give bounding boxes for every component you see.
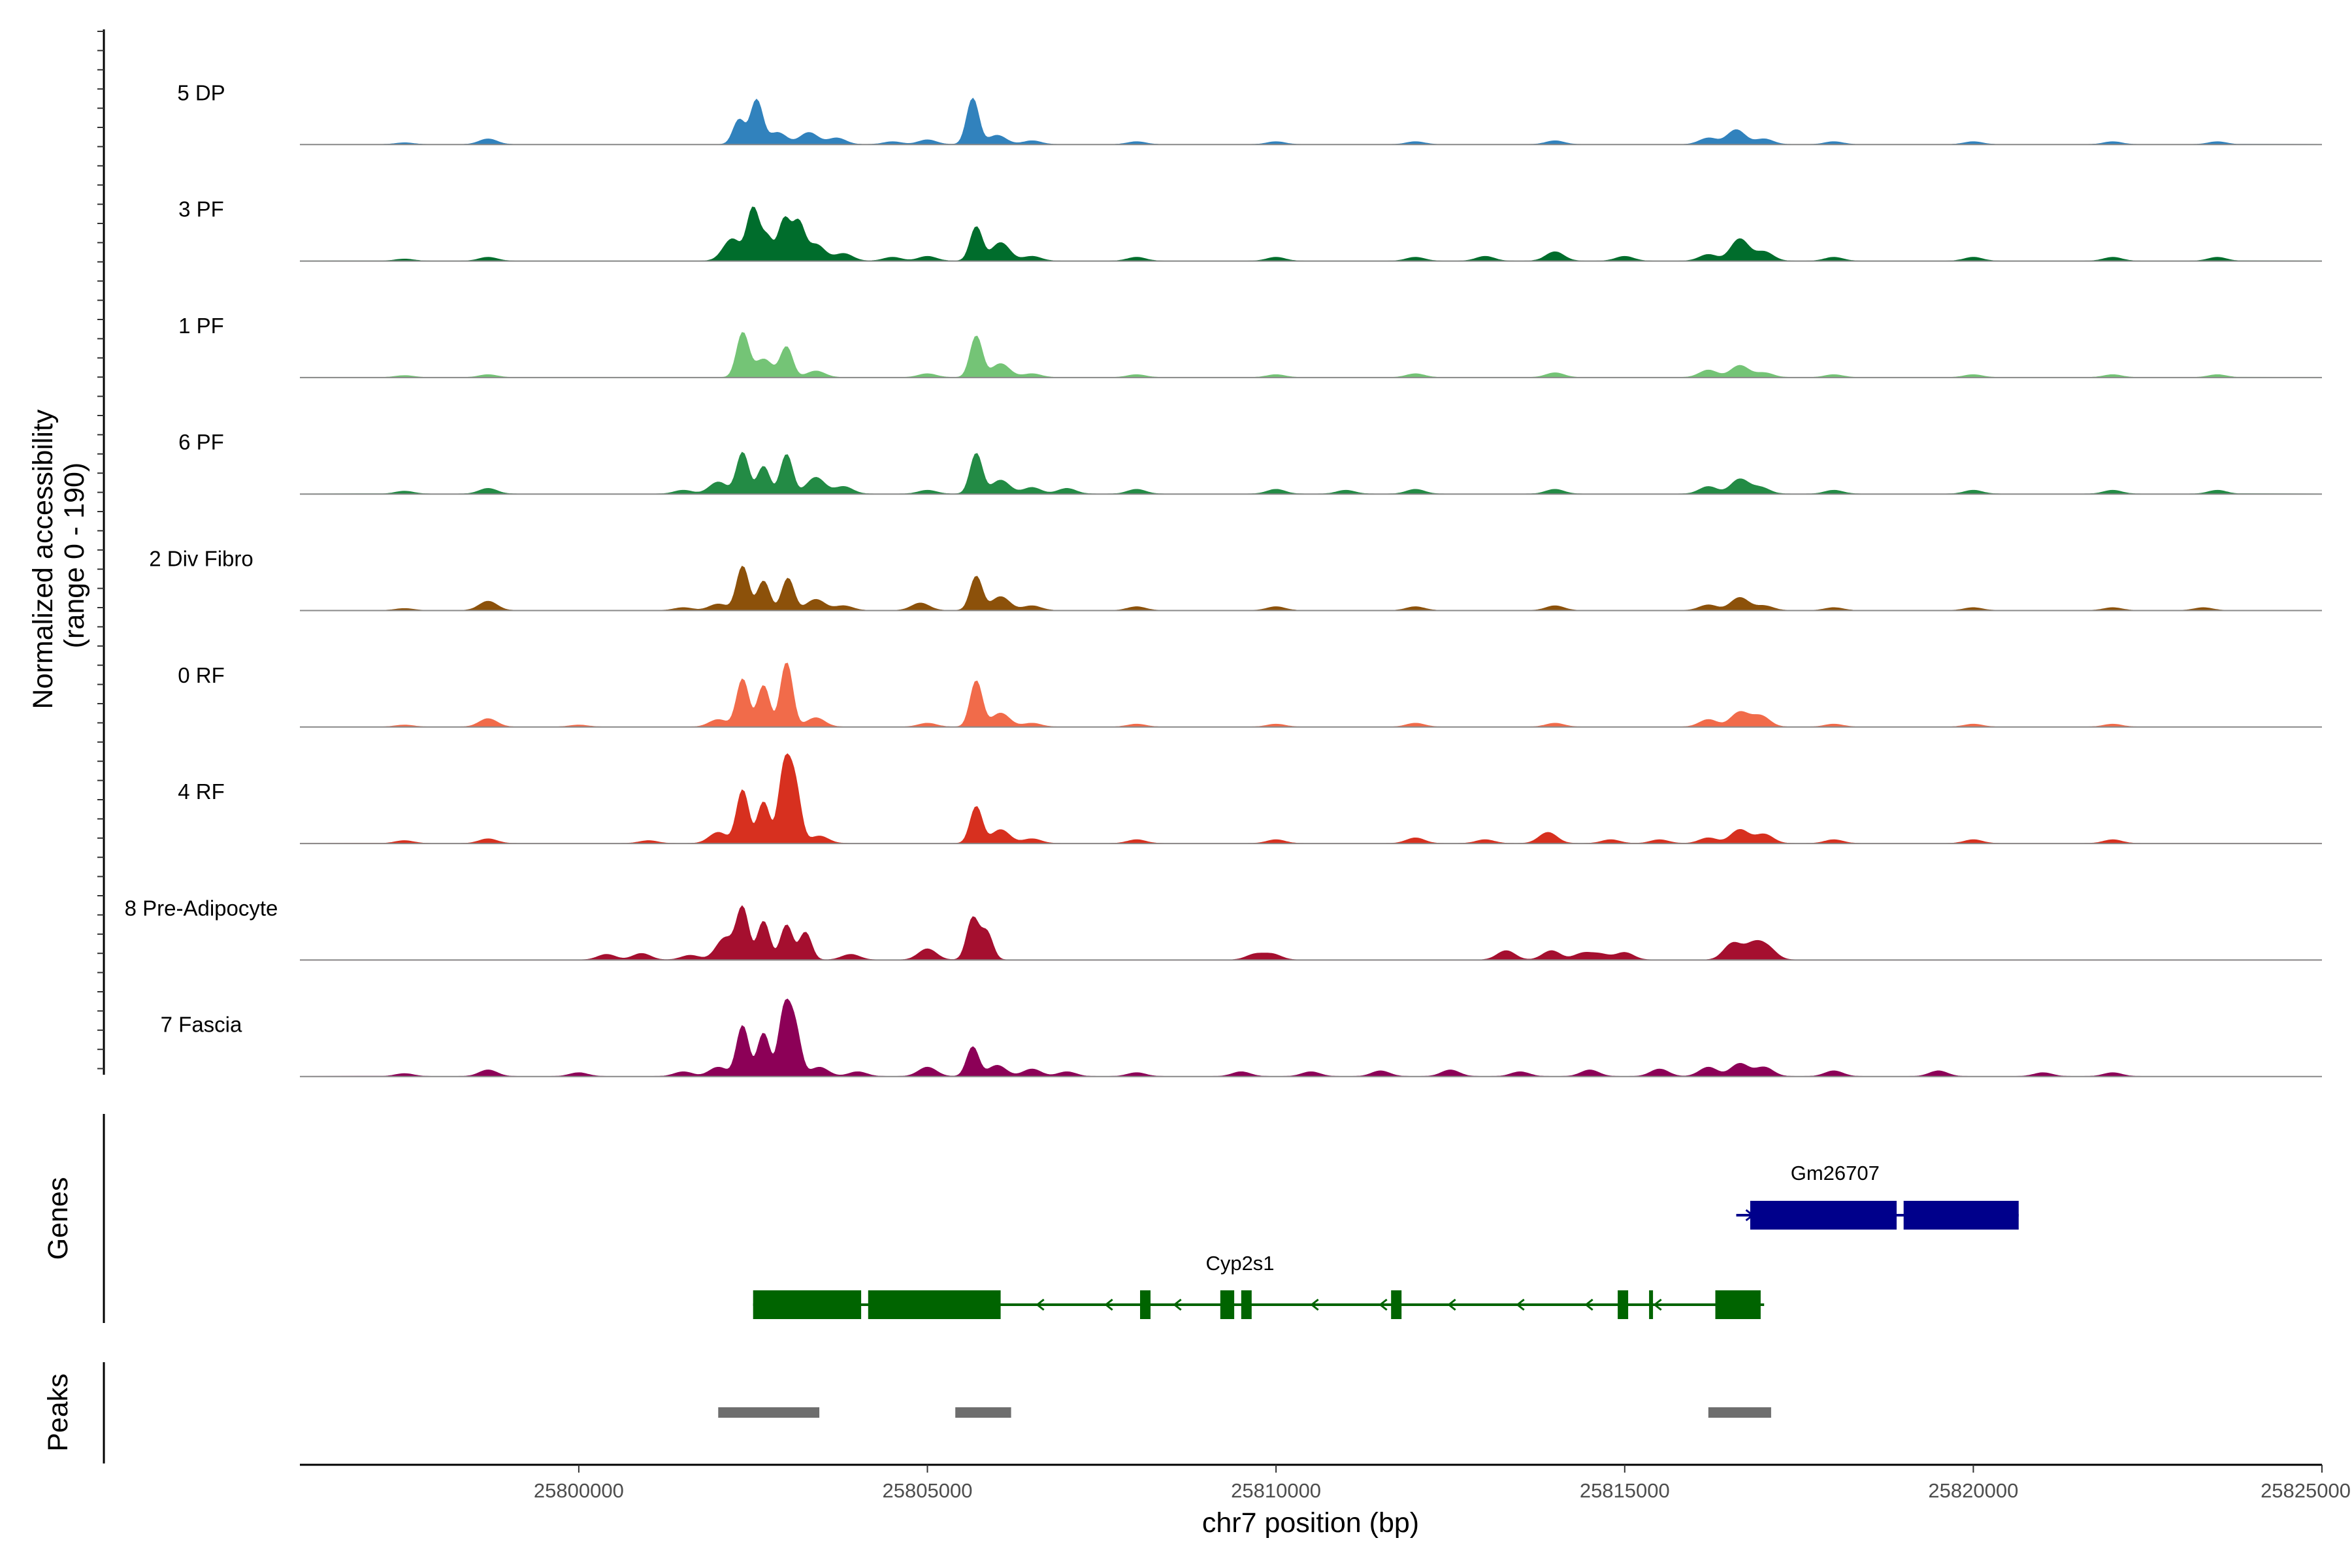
strand-arrow <box>1036 1298 1045 1311</box>
x-tick-label: 25800000 <box>534 1479 624 1502</box>
gene-annotations: Cyp2s1 Gm26707 <box>753 1162 2019 1319</box>
strand-arrow <box>1310 1298 1319 1311</box>
track-label: 3 PF <box>178 197 224 221</box>
gene-exon <box>1649 1290 1654 1319</box>
strand-arrow <box>1447 1298 1456 1311</box>
gene-label: Gm26707 <box>1791 1162 1880 1184</box>
gene-exon <box>1618 1290 1629 1319</box>
track-label: 0 RF <box>178 663 225 687</box>
peak-region <box>1708 1407 1771 1418</box>
track-label: 1 PF <box>178 314 224 338</box>
track-0-rf: 0 RF <box>178 662 2322 728</box>
coverage-y-ticks <box>97 31 104 1070</box>
gene-label: Cyp2s1 <box>1205 1252 1274 1275</box>
track-1-pf: 1 PF <box>178 314 2323 378</box>
gene-exon <box>868 1290 1001 1319</box>
coverage-tracks: 5 DP 3 PF 1 PF 6 PF 2 Div Fibro 0 RF 4 RF 8 Pre… <box>125 80 2323 1077</box>
track-label: 5 DP <box>177 80 225 105</box>
coverage-area <box>299 332 2323 378</box>
track-label: 6 PF <box>178 430 224 454</box>
genes-axis-title: Genes <box>42 1177 74 1260</box>
strand-arrow <box>1173 1298 1182 1311</box>
gene-exon <box>1241 1290 1252 1319</box>
peaks-axis-title: Peaks <box>42 1373 74 1452</box>
x-axis-ticks: 25800000 25805000 25810000 25815000 25820000… <box>534 1465 2351 1502</box>
gene-exon <box>1715 1290 1761 1319</box>
coverage-area <box>300 905 2322 961</box>
gene-gm26707: Gm26707 <box>1736 1162 2019 1230</box>
x-axis-title: chr7 position (bp) <box>1202 1507 1419 1539</box>
x-tick-label: 25810000 <box>1231 1479 1321 1502</box>
gene-exon <box>1220 1290 1235 1319</box>
coverage-area <box>299 565 2322 612</box>
strand-arrow <box>1379 1298 1388 1311</box>
track-8-pre-adipocyte: 8 Pre-Adipocyte <box>125 896 2322 961</box>
coverage-area <box>299 998 2322 1077</box>
strand-arrow <box>1516 1298 1525 1311</box>
track-label: 4 RF <box>178 779 225 804</box>
strand-arrow <box>1653 1298 1662 1311</box>
gene-cyp2s1: Cyp2s1 <box>753 1252 1765 1319</box>
x-tick-label: 25815000 <box>1580 1479 1670 1502</box>
coverage-area <box>299 662 2322 728</box>
track-3-pf: 3 PF <box>178 197 2323 262</box>
gene-exon <box>1903 1201 2019 1230</box>
gene-exon <box>753 1290 862 1319</box>
track-2-div-fibro: 2 Div Fibro <box>149 547 2322 612</box>
x-tick-label: 25805000 <box>883 1479 973 1502</box>
x-tick-label: 25820000 <box>1928 1479 2018 1502</box>
coverage-area <box>299 97 2323 146</box>
y-axis-title-line1: Normalized accessibility <box>27 409 59 709</box>
track-4-rf: 4 RF <box>178 753 2322 845</box>
coverage-area <box>299 451 2323 495</box>
strand-arrow <box>1584 1298 1593 1311</box>
x-tick-label: 25825000 <box>2261 1479 2351 1502</box>
coverage-area <box>299 206 2323 262</box>
peak-regions <box>718 1407 1771 1418</box>
y-axis-title: Normalized accessibility (range 0 - 190) <box>27 402 90 710</box>
peak-region <box>718 1407 820 1418</box>
gene-exon <box>1391 1290 1402 1319</box>
track-7-fascia: 7 Fascia <box>161 998 2322 1077</box>
strand-arrow <box>1104 1298 1113 1311</box>
gene-exon <box>1750 1201 1897 1230</box>
track-label: 8 Pre-Adipocyte <box>125 896 278 920</box>
gene-exon <box>1140 1290 1151 1319</box>
coverage-area <box>299 753 2322 844</box>
track-label: 2 Div Fibro <box>149 547 253 571</box>
y-axis-title-line2: (range 0 - 190) <box>59 463 90 648</box>
track-6-pf: 6 PF <box>178 430 2323 495</box>
track-label: 7 Fascia <box>161 1013 242 1037</box>
track-5-dp: 5 DP <box>177 80 2323 146</box>
peak-region <box>955 1407 1011 1418</box>
